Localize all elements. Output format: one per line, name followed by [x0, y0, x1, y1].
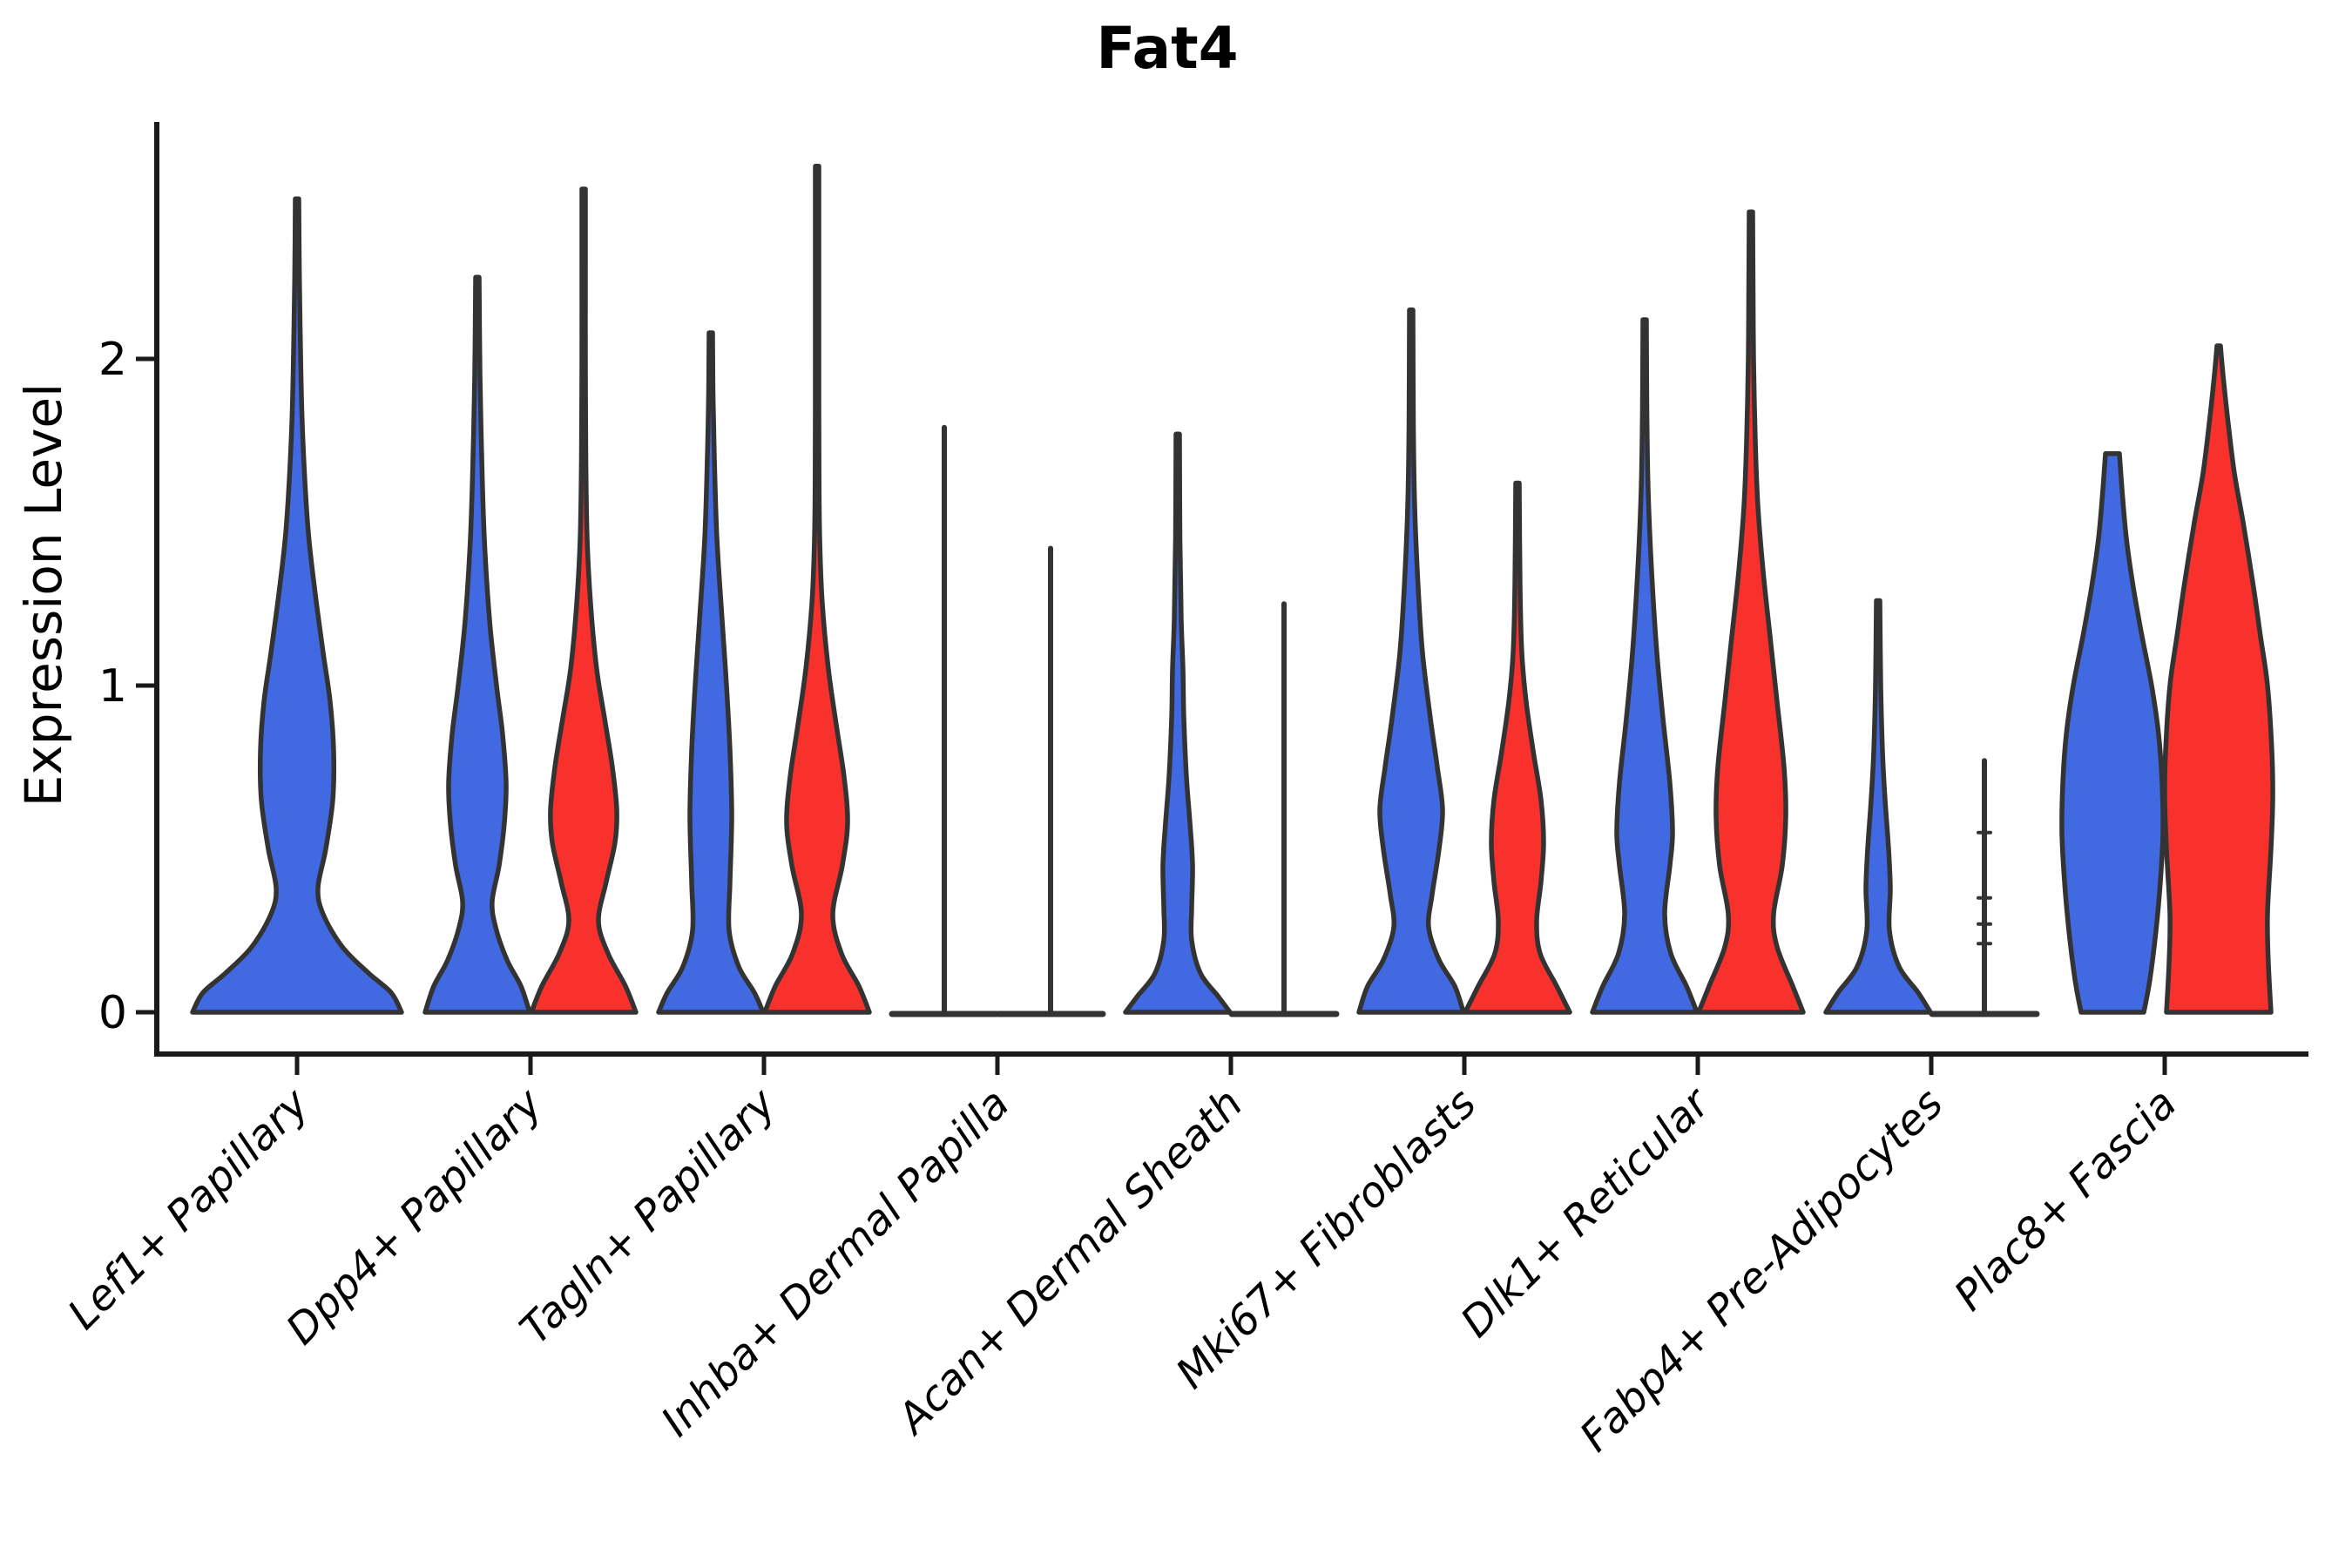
y-tick-label: 1 — [98, 660, 127, 713]
violin-dpp4-papillary-red — [529, 186, 639, 1015]
violin-dlk1-reticular-blue — [1590, 317, 1700, 1015]
violin-acan-dermal-sheath-red — [1228, 601, 1340, 1017]
y-tick-label: 2 — [98, 334, 127, 386]
violin-fabp4-pre-adipocytes-red — [1929, 758, 2040, 1017]
violin-dlk1-reticular-red — [1696, 209, 1806, 1015]
violin-lef1-papillary-blue — [190, 196, 404, 1015]
violin-plac8-fascia-red — [2162, 343, 2275, 1015]
violin-tagln-papillary-blue — [656, 330, 766, 1015]
violin-tagln-papillary-red — [762, 164, 872, 1015]
y-tick-label: 0 — [98, 987, 127, 1039]
plot-title: Fat4 — [1096, 15, 1238, 82]
violin-inhba-dermal-papilla-blue — [889, 424, 1000, 1017]
violin-mki67-fibroblasts-red — [1463, 480, 1572, 1015]
violin-fabp4-pre-adipocytes-blue — [1823, 598, 1933, 1015]
violin-acan-dermal-sheath-blue — [1123, 431, 1233, 1015]
violins — [190, 164, 2275, 1017]
violin-inhba-dermal-papilla-red — [995, 545, 1106, 1017]
violin-plac8-fascia-blue — [2059, 451, 2166, 1015]
violin-dpp4-papillary-blue — [422, 274, 532, 1015]
y-axis-label: Expression Level — [14, 383, 73, 807]
violin-mki67-fibroblasts-blue — [1356, 308, 1466, 1015]
axes: 0 1 2 — [98, 122, 2308, 1075]
